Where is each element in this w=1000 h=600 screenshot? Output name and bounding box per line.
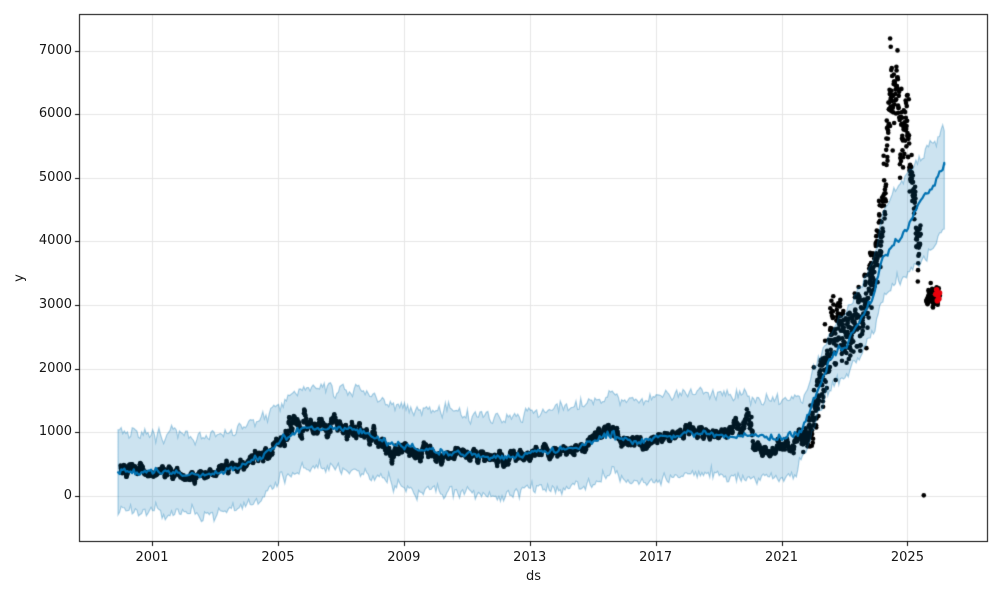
x-tick-label: 2025	[890, 550, 924, 565]
x-tick-label: 2021	[764, 550, 799, 565]
y-tick-label: 2000	[38, 360, 72, 376]
x-tick-label: 2005	[261, 550, 295, 565]
y-tick-label: 0	[63, 487, 72, 503]
y-tick-label: 4000	[38, 233, 72, 249]
x-tick-label: 2017	[639, 550, 673, 565]
y-axis-label: y	[12, 274, 27, 282]
x-tick-label: 2013	[513, 550, 547, 565]
y-tick-label: 1000	[38, 424, 72, 440]
y-tick-label: 5000	[38, 169, 72, 185]
x-axis-label: ds	[525, 569, 542, 584]
y-tick-label: 7000	[38, 42, 72, 58]
x-tick-label: 2009	[387, 550, 421, 565]
y-tick-label: 3000	[38, 297, 72, 313]
y-tick-label: 6000	[38, 106, 72, 122]
x-tick-label: 2001	[135, 550, 169, 565]
